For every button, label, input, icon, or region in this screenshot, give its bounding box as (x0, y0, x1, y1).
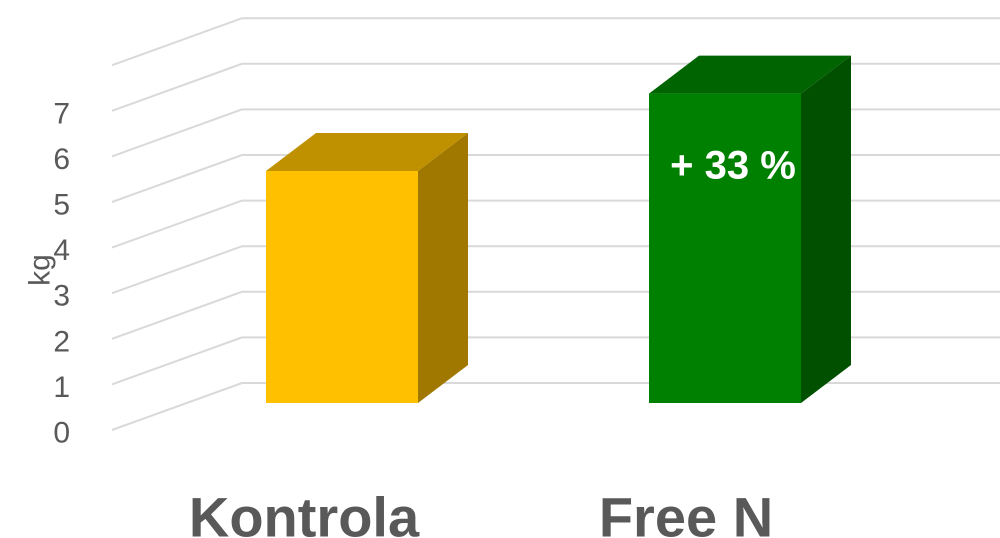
y-tick-label: 3 (53, 280, 70, 313)
bar-top (649, 55, 851, 94)
y-tick-label: 1 (53, 371, 70, 404)
bar-front (649, 93, 801, 403)
gridline (111, 154, 1000, 203)
x-category-label: Kontrola (189, 486, 420, 538)
y-tick-label: 6 (53, 143, 70, 176)
gridline (111, 17, 1000, 67)
bar-top (266, 132, 468, 171)
data-labels: + 33 % (670, 144, 796, 188)
y-tick-label: 0 (53, 417, 70, 450)
gridline (111, 245, 1000, 295)
y-axis-ticks: 0 1 2 3 4 5 6 7 (53, 97, 70, 449)
y-tick-label: 5 (53, 189, 70, 222)
bar-front (266, 170, 418, 403)
bar-kontrola (266, 132, 468, 403)
bars (266, 55, 851, 403)
y-tick-label: 2 (53, 325, 70, 358)
bar-side (801, 55, 851, 403)
bar-side (418, 132, 468, 403)
y-tick-label: 7 (53, 97, 70, 130)
bar-free-n (649, 55, 851, 403)
gridline (111, 382, 1000, 431)
x-category-label: Free N (599, 486, 773, 538)
y-axis-label: kg (24, 254, 57, 286)
y-tick-label: 4 (53, 234, 70, 267)
gridline (111, 336, 1000, 386)
gridline (111, 62, 1000, 112)
gridline (111, 108, 1000, 158)
gridline (111, 199, 1000, 249)
gridlines (111, 17, 1000, 431)
x-axis-categories: Kontrola Free N (189, 486, 773, 538)
data-label: + 33 % (670, 144, 796, 188)
gridline (111, 290, 1000, 340)
